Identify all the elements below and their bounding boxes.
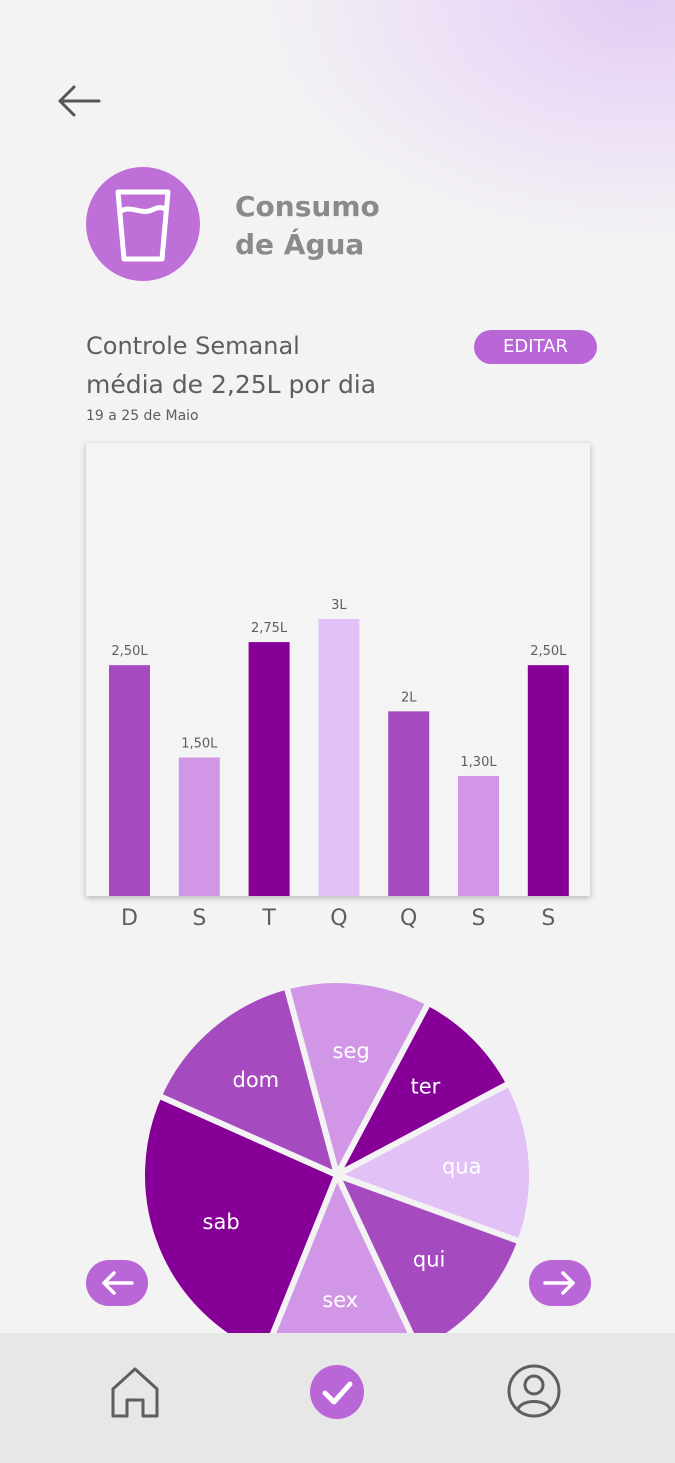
chart-x-tick-label: Q	[330, 906, 348, 931]
weekly-bar-chart: 2,50L 1,50L 2,75L 3L 2L 1,30L 2,50L	[109, 598, 569, 896]
next-week-button[interactable]	[529, 1260, 591, 1306]
wheel-label-ter: ter	[410, 1075, 440, 1099]
daily-average-text: média de 2,25L por dia	[86, 370, 377, 399]
chart-data-label: 1,30L	[460, 755, 497, 770]
nav-home[interactable]	[107, 1363, 163, 1423]
wheel-slice-ter[interactable]	[334, 999, 513, 1178]
day-selector-wheel[interactable]: seg ter qua qui sex sab dom	[0, 980, 675, 1333]
chart-x-tick-label: S	[541, 906, 556, 931]
chart-bar	[178, 757, 220, 896]
chart-data-label: 2,50L	[530, 644, 567, 659]
chart-bar	[318, 619, 360, 896]
nav-profile[interactable]	[506, 1363, 562, 1423]
page-title-line-1: Consumo	[235, 190, 380, 223]
chart-x-tick-label: T	[262, 906, 276, 931]
chart-bar	[458, 775, 499, 896]
chart-x-tick-label: S	[192, 906, 207, 931]
wheel-label-dom: dom	[232, 1068, 279, 1092]
wheel-slice-dom[interactable]	[155, 983, 340, 1178]
wheel-label-qui: qui	[413, 1247, 445, 1271]
chart-x-tick-label: D	[121, 906, 138, 931]
chart-x-tick-label: Q	[400, 906, 418, 931]
bottom-navigation	[0, 1333, 675, 1463]
arrow-left-icon	[58, 85, 101, 117]
user-profile-icon	[507, 1364, 561, 1418]
weekly-control-title: Controle Semanal	[86, 332, 300, 360]
chart-data-label: 3L	[331, 598, 347, 613]
arrow-right-icon	[543, 1271, 575, 1295]
wheel-label-sab: sab	[203, 1210, 240, 1234]
wheel-label-seg: seg	[333, 1039, 370, 1063]
check-circle-icon	[310, 1365, 364, 1419]
date-range: 19 a 25 de Maio	[86, 408, 199, 424]
wheel-slice-seg[interactable]	[283, 980, 432, 1178]
chart-data-label: 1,50L	[181, 737, 218, 752]
chart-data-label: 2,75L	[251, 621, 288, 636]
wheel-label-sex: sex	[322, 1288, 358, 1312]
previous-week-button[interactable]	[86, 1260, 148, 1306]
nav-water-log[interactable]	[310, 1365, 364, 1423]
chart-bar	[388, 711, 430, 896]
chart-data-label: 2L	[401, 690, 417, 705]
chart-bar	[248, 642, 290, 896]
back-button[interactable]	[52, 78, 108, 124]
wheel-slice-qui[interactable]	[334, 1172, 524, 1333]
water-glass-icon	[86, 167, 200, 281]
page-title-line-2: de Água	[235, 228, 365, 261]
chart-x-tick-label: S	[471, 906, 486, 931]
chart-bar	[109, 665, 150, 896]
edit-button[interactable]: EDITAR	[474, 330, 597, 364]
wheel-slice-qua[interactable]	[334, 1080, 535, 1245]
arrow-left-icon	[102, 1271, 134, 1295]
chart-data-label: 2,50L	[111, 644, 148, 659]
wheel-label-qua: qua	[442, 1154, 482, 1178]
home-icon	[111, 1367, 159, 1418]
wheel-slice-sex[interactable]	[264, 1172, 419, 1333]
page-title: Consumo de Água	[235, 188, 495, 264]
chart-bar	[527, 665, 569, 896]
